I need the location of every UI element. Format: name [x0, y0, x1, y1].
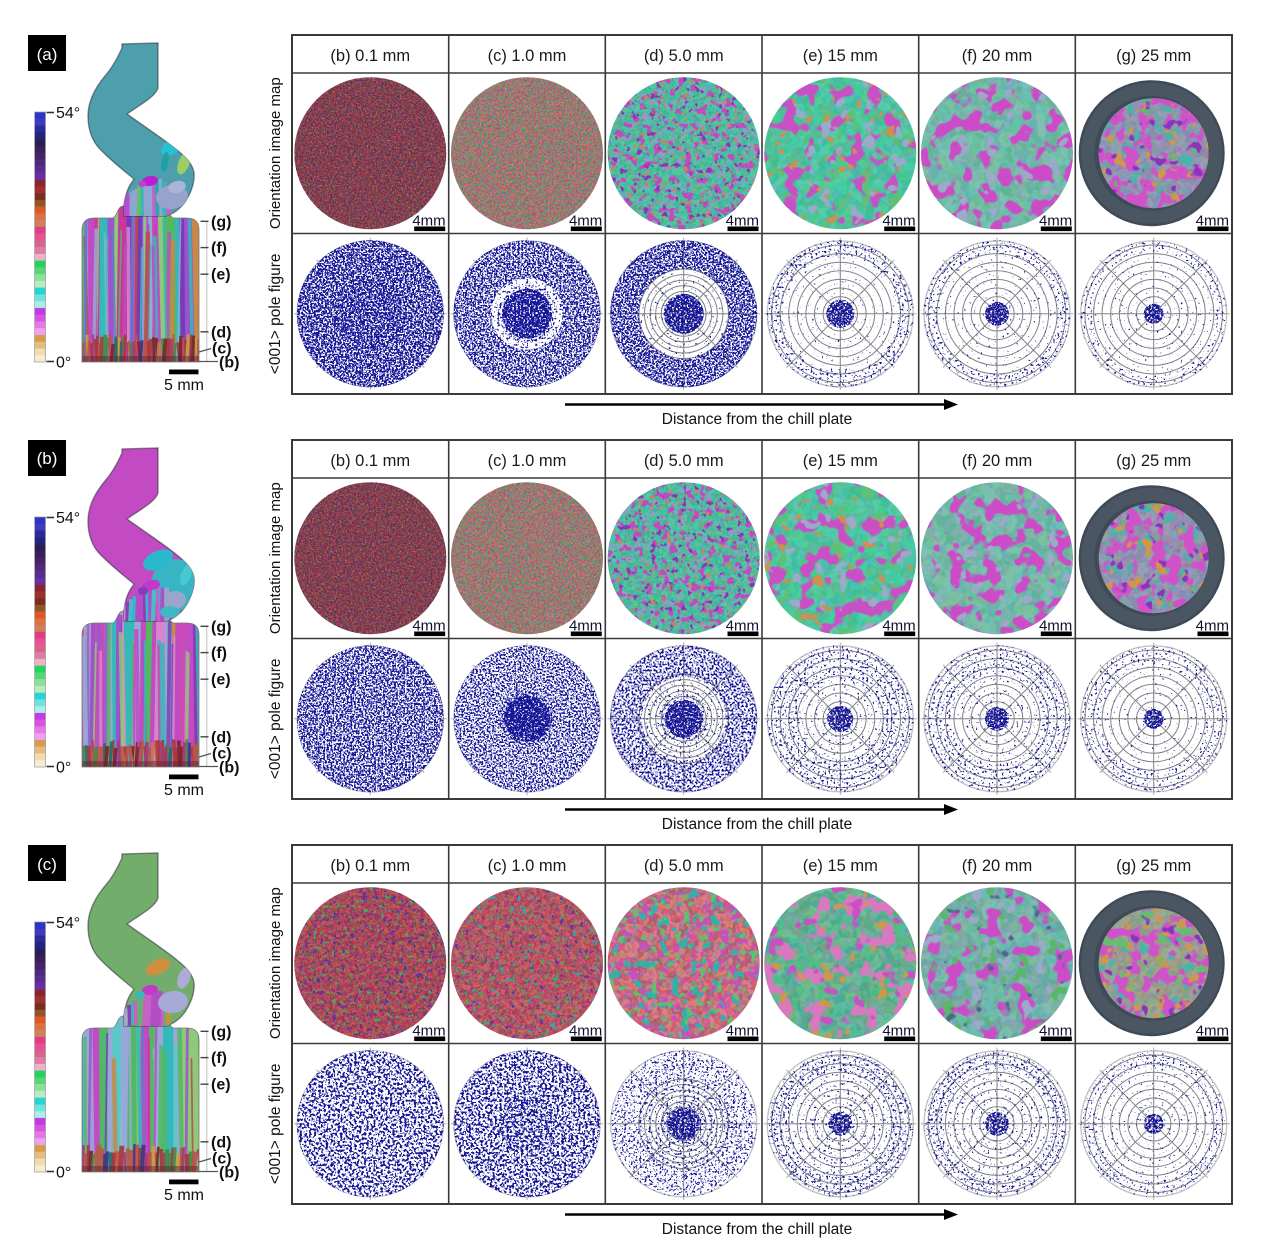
- svg-text:4mm: 4mm: [882, 213, 915, 230]
- svg-text:(d) 5.0 mm: (d) 5.0 mm: [644, 857, 724, 875]
- svg-text:(c): (c): [212, 341, 232, 358]
- svg-text:4mm: 4mm: [726, 618, 759, 635]
- svg-text:4mm: 4mm: [569, 213, 602, 230]
- svg-text:(c): (c): [212, 746, 232, 763]
- svg-text:54°: 54°: [56, 105, 80, 122]
- svg-text:(c) 1.0 mm: (c) 1.0 mm: [488, 47, 567, 65]
- svg-text:(a): (a): [37, 45, 58, 64]
- svg-text:Orientation image map: Orientation image map: [267, 77, 284, 229]
- svg-text:(e) 15 mm: (e) 15 mm: [803, 857, 878, 875]
- svg-text:(g): (g): [211, 619, 231, 636]
- svg-text:(c): (c): [212, 1151, 232, 1168]
- svg-text:(f) 20 mm: (f) 20 mm: [962, 857, 1033, 875]
- svg-text:4mm: 4mm: [569, 618, 602, 635]
- svg-text:(d): (d): [211, 729, 231, 746]
- svg-text:4mm: 4mm: [1196, 213, 1229, 230]
- svg-text:(e) 15 mm: (e) 15 mm: [803, 47, 878, 65]
- svg-text:Orientation image map: Orientation image map: [267, 482, 284, 634]
- svg-text:5 mm: 5 mm: [164, 782, 204, 799]
- svg-text:(d) 5.0 mm: (d) 5.0 mm: [644, 452, 724, 470]
- svg-text:(b): (b): [219, 1165, 239, 1182]
- svg-text:<001> pole figure: <001> pole figure: [267, 1063, 284, 1184]
- svg-text:5 mm: 5 mm: [164, 377, 204, 394]
- svg-text:<001> pole figure: <001> pole figure: [267, 253, 284, 374]
- svg-text:0°: 0°: [56, 1165, 71, 1182]
- svg-text:(f): (f): [211, 1050, 227, 1067]
- svg-text:(e): (e): [211, 267, 231, 284]
- svg-text:54°: 54°: [56, 915, 80, 932]
- svg-text:4mm: 4mm: [882, 1023, 915, 1040]
- svg-text:4mm: 4mm: [412, 213, 445, 230]
- svg-text:0°: 0°: [56, 355, 71, 372]
- svg-text:(f): (f): [211, 240, 227, 257]
- svg-text:<001> pole figure: <001> pole figure: [267, 658, 284, 779]
- svg-text:(g) 25 mm: (g) 25 mm: [1116, 47, 1191, 65]
- svg-text:(e): (e): [211, 672, 231, 689]
- svg-text:4mm: 4mm: [412, 1023, 445, 1040]
- svg-text:Orientation image map: Orientation image map: [267, 887, 284, 1039]
- svg-text:5 mm: 5 mm: [164, 1187, 204, 1204]
- svg-text:(b) 0.1 mm: (b) 0.1 mm: [330, 857, 410, 875]
- svg-text:(b): (b): [219, 355, 239, 372]
- svg-text:54°: 54°: [56, 510, 80, 527]
- svg-text:4mm: 4mm: [1039, 1023, 1072, 1040]
- svg-text:(f) 20 mm: (f) 20 mm: [962, 452, 1033, 470]
- svg-text:4mm: 4mm: [569, 1023, 602, 1040]
- svg-text:(d) 5.0 mm: (d) 5.0 mm: [644, 47, 724, 65]
- svg-text:Distance from the chill plate: Distance from the chill plate: [662, 816, 852, 833]
- svg-text:4mm: 4mm: [726, 213, 759, 230]
- svg-text:(f) 20 mm: (f) 20 mm: [962, 47, 1033, 65]
- svg-text:(g): (g): [211, 1024, 231, 1041]
- svg-text:(g) 25 mm: (g) 25 mm: [1116, 857, 1191, 875]
- svg-text:(b): (b): [37, 449, 58, 468]
- svg-text:(g) 25 mm: (g) 25 mm: [1116, 452, 1191, 470]
- svg-text:(b) 0.1 mm: (b) 0.1 mm: [330, 47, 410, 65]
- svg-text:4mm: 4mm: [412, 618, 445, 635]
- svg-text:4mm: 4mm: [1039, 618, 1072, 635]
- svg-text:(e): (e): [211, 1077, 231, 1094]
- svg-text:(c) 1.0 mm: (c) 1.0 mm: [488, 452, 567, 470]
- svg-text:(g): (g): [211, 214, 231, 231]
- svg-text:(f): (f): [211, 645, 227, 662]
- svg-text:4mm: 4mm: [1039, 213, 1072, 230]
- svg-text:(b) 0.1 mm: (b) 0.1 mm: [330, 452, 410, 470]
- svg-text:4mm: 4mm: [726, 1023, 759, 1040]
- svg-text:Distance from the chill plate: Distance from the chill plate: [662, 411, 852, 428]
- svg-text:4mm: 4mm: [1196, 1023, 1229, 1040]
- svg-text:(c) 1.0 mm: (c) 1.0 mm: [488, 857, 567, 875]
- svg-text:(d): (d): [211, 324, 231, 341]
- svg-text:(c): (c): [37, 855, 57, 874]
- svg-text:4mm: 4mm: [882, 618, 915, 635]
- svg-text:4mm: 4mm: [1196, 618, 1229, 635]
- svg-text:Distance from the chill plate: Distance from the chill plate: [662, 1221, 852, 1238]
- svg-text:(b): (b): [219, 760, 239, 777]
- svg-text:(e) 15 mm: (e) 15 mm: [803, 452, 878, 470]
- svg-text:(d): (d): [211, 1134, 231, 1151]
- svg-text:0°: 0°: [56, 760, 71, 777]
